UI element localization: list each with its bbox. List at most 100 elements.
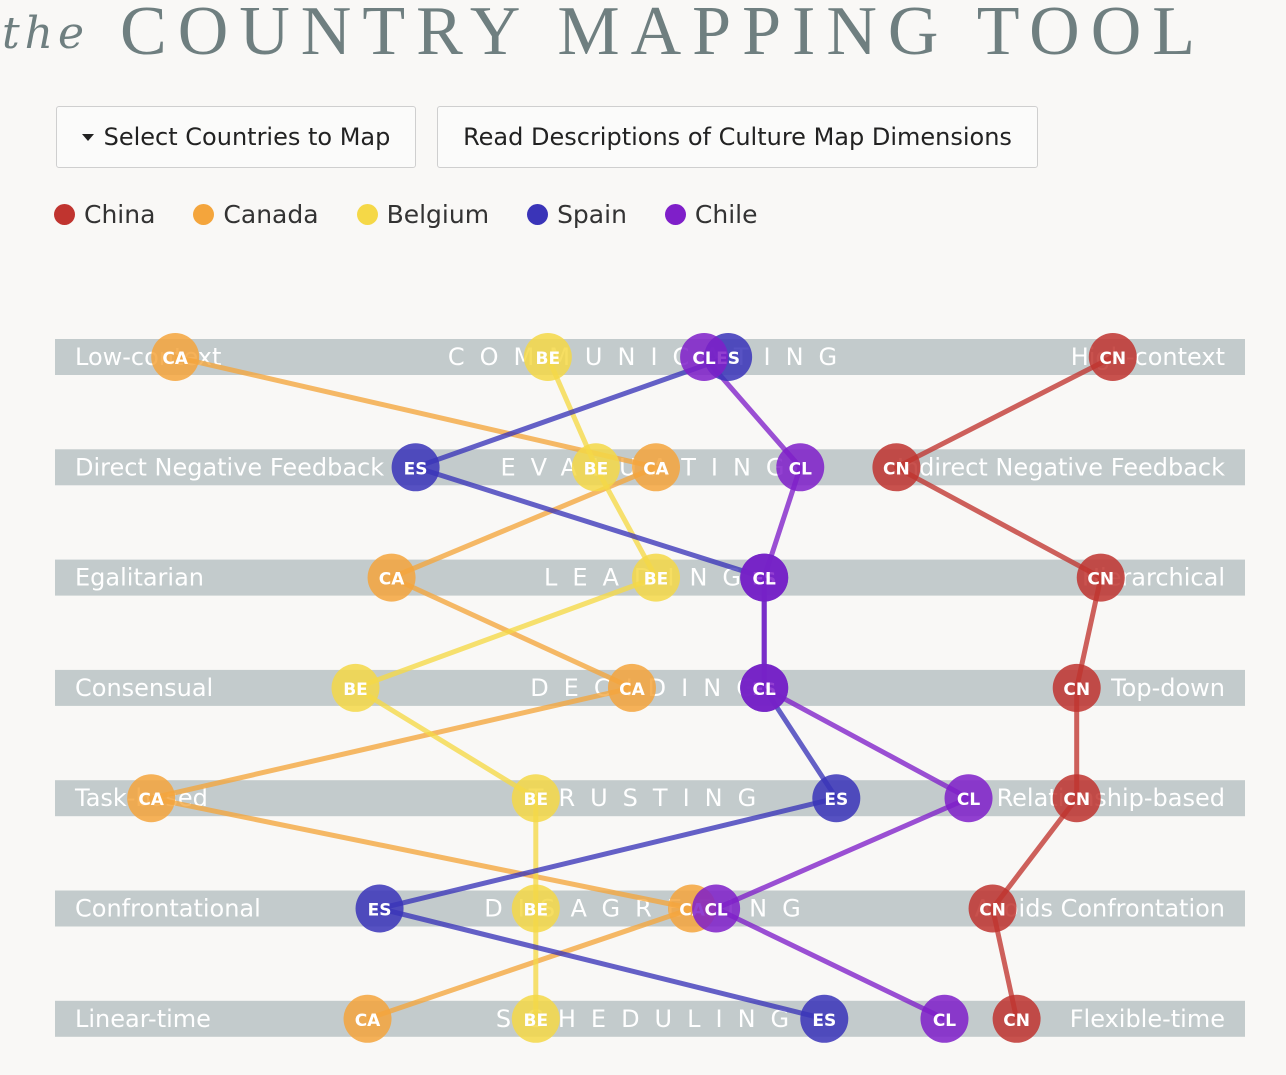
- point-label: CL: [753, 680, 776, 700]
- point-label: BE: [343, 680, 368, 700]
- data-point-cl: CL: [692, 884, 741, 933]
- data-point-cl: CL: [740, 553, 789, 602]
- point-marker: [511, 994, 560, 1043]
- left-pole-label: Direct Negative Feedback: [75, 453, 384, 481]
- data-point-be: BE: [511, 994, 560, 1043]
- read-descriptions-button[interactable]: Read Descriptions of Culture Map Dimensi…: [437, 106, 1038, 168]
- point-marker: [968, 884, 1017, 933]
- legend-dot: [527, 203, 549, 225]
- data-point-cn: CN: [968, 884, 1017, 933]
- point-label: CL: [957, 790, 980, 810]
- data-point-cl: CL: [680, 333, 729, 381]
- point-label: CN: [883, 459, 910, 479]
- point-marker: [511, 884, 560, 933]
- point-marker: [571, 443, 620, 492]
- data-point-cl: CL: [740, 663, 789, 712]
- data-point-cl: CL: [920, 994, 969, 1043]
- dimension-band: [55, 780, 1245, 817]
- data-point-ca: CA: [367, 553, 416, 602]
- data-point-be: BE: [523, 333, 572, 381]
- right-pole-label: Top-down: [1110, 674, 1225, 702]
- point-label: CA: [355, 1011, 381, 1031]
- legend-label: Spain: [557, 199, 627, 229]
- left-pole-label: Linear-time: [75, 1005, 211, 1033]
- point-marker: [776, 443, 825, 492]
- data-point-be: BE: [511, 884, 560, 933]
- point-label: CL: [704, 901, 727, 921]
- legend-label: Canada: [223, 199, 319, 229]
- point-marker: [523, 333, 572, 381]
- point-label: ES: [368, 901, 392, 921]
- right-pole-label: Relationship-based: [997, 784, 1225, 812]
- data-point-cl: CL: [776, 443, 825, 492]
- page-title: the COUNTRY MAPPING TOOL: [0, 0, 1286, 72]
- point-marker: [331, 663, 380, 712]
- point-marker: [812, 774, 861, 823]
- point-marker: [920, 994, 969, 1043]
- point-label: CA: [162, 349, 188, 369]
- point-marker: [992, 994, 1041, 1043]
- point-marker: [944, 774, 993, 823]
- point-label: CN: [1003, 1011, 1030, 1031]
- legend-label: China: [84, 199, 156, 229]
- legend-label: Chile: [694, 199, 758, 229]
- point-marker: [740, 553, 789, 602]
- legend-item-belgium[interactable]: Belgium: [356, 196, 489, 232]
- legend-item-china[interactable]: China: [54, 196, 155, 232]
- select-countries-button[interactable]: Select Countries to Map: [56, 106, 416, 168]
- data-point-be: BE: [331, 663, 380, 712]
- data-point-cn: CN: [872, 443, 921, 492]
- title-main: COUNTRY MAPPING TOOL: [120, 0, 1207, 70]
- data-point-ca: CA: [607, 663, 656, 712]
- data-point-es: ES: [355, 884, 404, 933]
- data-point-cn: CN: [1088, 333, 1137, 381]
- point-label: CL: [933, 1011, 956, 1031]
- point-marker: [740, 663, 789, 712]
- point-label: CN: [1087, 570, 1114, 590]
- point-label: CA: [619, 680, 645, 700]
- point-label: CN: [1063, 790, 1090, 810]
- data-point-be: BE: [511, 774, 560, 823]
- point-label: BE: [524, 790, 549, 810]
- legend-dot: [356, 203, 378, 225]
- point-marker: [1052, 774, 1101, 823]
- point-label: CL: [692, 349, 715, 369]
- data-point-be: BE: [632, 553, 681, 602]
- data-point-ca: CA: [632, 443, 681, 492]
- dimension-name: COMMUNICATING: [448, 343, 852, 371]
- point-label: BE: [644, 570, 669, 590]
- point-marker: [1052, 663, 1101, 712]
- point-marker: [800, 994, 849, 1043]
- point-label: BE: [536, 349, 561, 369]
- caret-down-icon: [81, 133, 94, 141]
- data-point-cn: CN: [1052, 663, 1101, 712]
- data-point-cn: CN: [992, 994, 1041, 1043]
- point-label: BE: [524, 901, 549, 921]
- point-marker: [680, 333, 729, 381]
- point-marker: [1088, 333, 1137, 381]
- dimension-band: [55, 1000, 1245, 1037]
- point-label: ES: [824, 790, 848, 810]
- point-marker: [343, 994, 392, 1043]
- data-point-be: BE: [571, 443, 620, 492]
- legend-dot: [193, 203, 215, 225]
- select-countries-label: Select Countries to Map: [103, 123, 391, 151]
- point-marker: [511, 774, 560, 823]
- legend-item-canada[interactable]: Canada: [193, 196, 319, 232]
- read-descriptions-label: Read Descriptions of Culture Map Dimensi…: [463, 123, 1012, 151]
- point-marker: [692, 884, 741, 933]
- legend-item-chile[interactable]: Chile: [664, 196, 758, 232]
- data-point-cn: CN: [1076, 553, 1125, 602]
- point-marker: [367, 553, 416, 602]
- point-label: CA: [643, 459, 669, 479]
- point-marker: [632, 553, 681, 602]
- legend-dot: [54, 203, 75, 225]
- left-pole-label: Confrontational: [75, 895, 261, 923]
- legend-item-spain[interactable]: Spain: [527, 196, 627, 232]
- left-pole-label: Low-context: [75, 343, 221, 371]
- point-marker: [632, 443, 681, 492]
- point-marker: [607, 663, 656, 712]
- point-label: CN: [1063, 680, 1090, 700]
- point-marker: [1076, 553, 1125, 602]
